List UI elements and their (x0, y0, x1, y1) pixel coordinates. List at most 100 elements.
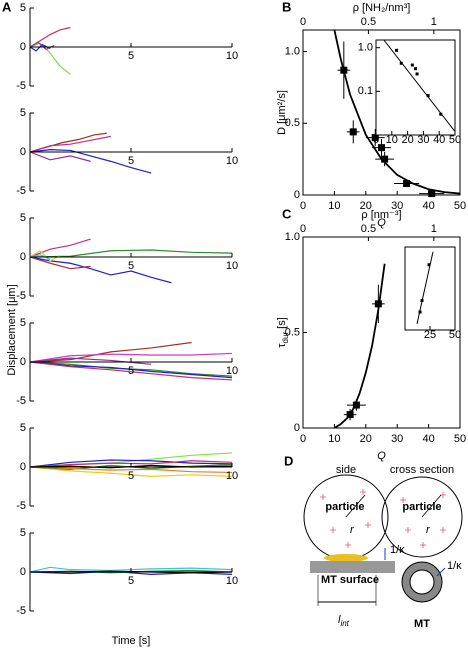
fit-curve (333, 30, 460, 195)
x-tick-label: 10 (226, 260, 238, 272)
label: lint (338, 614, 350, 628)
x2-axis-label: ρ [nm⁻³] (361, 209, 401, 221)
y-tick-label: 0 (294, 422, 300, 434)
point (340, 66, 348, 74)
y-tick-label: -5 (16, 185, 26, 197)
y-tick-label: 0.5 (285, 326, 300, 338)
x-tick-label: 30 (391, 433, 403, 445)
label: 1/κ (447, 560, 462, 572)
x-axis-label: Time [s] (112, 635, 151, 647)
y-tick-label: 0 (294, 189, 300, 201)
y-tick-label: -5 (16, 605, 26, 617)
point (403, 180, 411, 188)
x-tick-label: 0 (373, 134, 379, 146)
panel-letter: B (282, 0, 291, 14)
y-tick-label: 5 (20, 422, 26, 434)
x-tick-label: 10 (386, 134, 398, 146)
point (378, 144, 385, 152)
y-tick-label: 1.0 (285, 45, 300, 57)
label: particle (402, 501, 441, 513)
x-tick-label: 5 (128, 470, 134, 482)
trace (29, 566, 233, 573)
panel-letter: C (282, 206, 292, 221)
x-tick-label: 50 (454, 200, 466, 212)
plot-frame (404, 246, 456, 331)
x-tick-label: 10 (226, 575, 238, 587)
x-tick-label: 5 (128, 575, 134, 587)
trace (29, 256, 91, 270)
label: r (350, 524, 355, 536)
label: MT (414, 618, 430, 630)
trace (29, 249, 233, 258)
x-tick-label: 20 (401, 134, 413, 146)
label-part: dur (281, 332, 290, 344)
y-tick-label: 1.0 (358, 42, 373, 54)
panel-letter: D (284, 453, 293, 468)
trace (29, 42, 71, 75)
y-tick-label: 0 (20, 251, 26, 263)
x-tick-label: 50 (449, 134, 461, 146)
x-tick-label: 25 (424, 329, 436, 341)
trace (29, 151, 91, 162)
point (418, 310, 422, 314)
y-tick-label: 5 (20, 107, 26, 119)
point (374, 300, 382, 308)
point (426, 94, 430, 98)
x-tick-label: 10 (328, 200, 340, 212)
label-part: [s] (276, 317, 288, 332)
x-tick-label: 40 (422, 433, 434, 445)
y-tick-label: 0 (20, 41, 26, 53)
label: side (336, 464, 356, 476)
x-tick-label: 40 (422, 200, 434, 212)
point (371, 134, 379, 142)
radius (345, 494, 366, 518)
mt-surface (310, 561, 395, 573)
point (414, 67, 417, 71)
trace (29, 135, 111, 153)
x-tick-label: 50 (454, 433, 466, 445)
label-part: τ (276, 343, 288, 348)
x2-tick-label: 0.5 (361, 223, 376, 235)
label-part: int (340, 619, 349, 628)
diagram: D side cross section particle particle r… (284, 453, 463, 630)
y-tick-label: 5 (20, 527, 26, 539)
point (352, 401, 360, 409)
trace (29, 341, 192, 363)
y-axis-label: τdur [s] (276, 317, 290, 348)
y-axis-label: D [μm²/s] (276, 90, 288, 135)
fit-curve (333, 263, 386, 428)
x2-tick-label: 1 (431, 16, 437, 28)
label: r (426, 524, 431, 536)
label: particle (325, 501, 364, 513)
x-tick-label: 10 (226, 50, 238, 62)
y-tick-label: 0.5 (285, 117, 300, 129)
point (439, 112, 443, 116)
mt-lumen (409, 569, 435, 595)
x2-axis-label: ρ [NH₂/nm³] (353, 2, 411, 14)
point (427, 263, 431, 267)
fit-curve (383, 40, 455, 132)
y-tick-label: 0 (20, 461, 26, 473)
y-tick-label: 1.0 (285, 231, 300, 243)
x-tick-label: 30 (391, 200, 403, 212)
x-tick-label: 50 (449, 329, 461, 341)
trace (29, 256, 172, 284)
x-tick-label: 40 (433, 134, 445, 146)
trace (29, 466, 233, 474)
trace (29, 459, 233, 468)
charges (320, 489, 446, 548)
point (428, 190, 436, 198)
plot-frame (375, 39, 456, 136)
y-tick-label: 5 (20, 2, 26, 14)
x-tick-label: 10 (226, 365, 238, 377)
trace (29, 361, 233, 381)
y-tick-label: 0 (20, 566, 26, 578)
y-tick-label: -5 (16, 290, 26, 302)
trace (29, 149, 152, 174)
y-tick-label: 0.1 (358, 85, 373, 97)
x-tick-label: 10 (226, 470, 238, 482)
x-tick-label: 5 (128, 155, 134, 167)
x-tick-label: 20 (360, 433, 372, 445)
point (399, 61, 403, 65)
trace (29, 132, 107, 153)
